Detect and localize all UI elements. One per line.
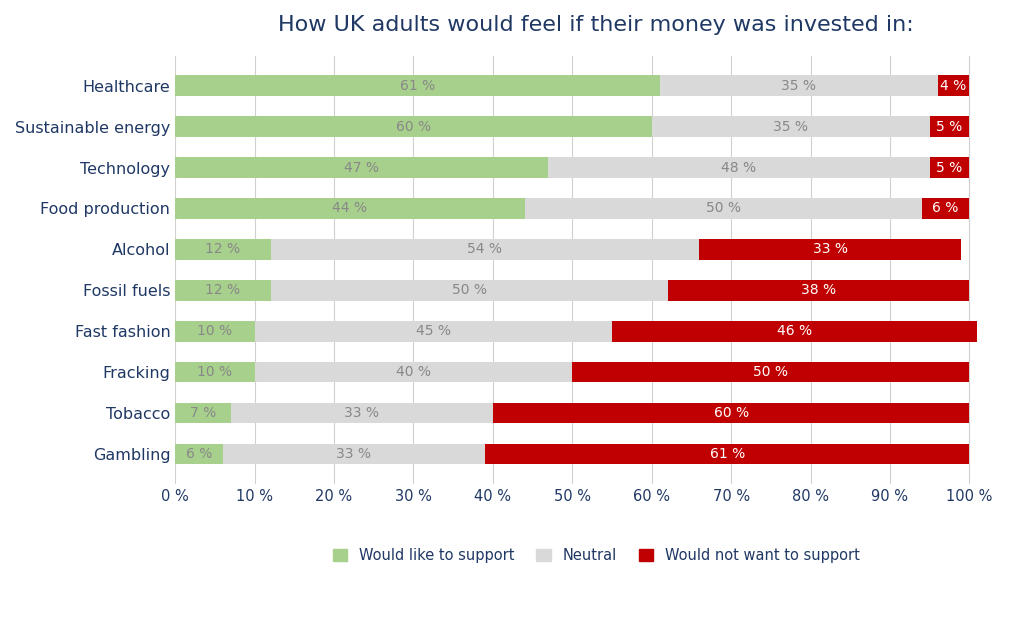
- Bar: [270, 239, 700, 259]
- Bar: [922, 198, 969, 219]
- Text: 12 %: 12 %: [205, 284, 240, 298]
- Bar: [175, 403, 231, 424]
- Text: 50 %: 50 %: [452, 284, 486, 298]
- Bar: [175, 444, 223, 464]
- Bar: [548, 157, 930, 178]
- Text: 60 %: 60 %: [713, 406, 748, 420]
- Text: 40 %: 40 %: [396, 365, 431, 379]
- Bar: [668, 280, 969, 301]
- Bar: [270, 280, 668, 301]
- Text: 38 %: 38 %: [801, 284, 836, 298]
- Bar: [175, 321, 255, 342]
- Text: 5 %: 5 %: [936, 160, 963, 174]
- Text: 5 %: 5 %: [936, 120, 963, 134]
- Bar: [175, 157, 548, 178]
- Text: 33 %: 33 %: [336, 447, 372, 461]
- Bar: [231, 403, 493, 424]
- Bar: [175, 116, 651, 137]
- Text: 4 %: 4 %: [940, 79, 967, 93]
- Text: 50 %: 50 %: [753, 365, 788, 379]
- Text: 33 %: 33 %: [345, 406, 380, 420]
- Bar: [524, 198, 922, 219]
- Bar: [659, 76, 938, 96]
- Text: 10 %: 10 %: [197, 365, 232, 379]
- Text: 50 %: 50 %: [706, 202, 741, 216]
- Bar: [938, 76, 969, 96]
- Text: 47 %: 47 %: [345, 160, 380, 174]
- Bar: [651, 116, 930, 137]
- Text: 10 %: 10 %: [197, 324, 232, 338]
- Bar: [175, 280, 270, 301]
- Bar: [930, 157, 969, 178]
- Text: 46 %: 46 %: [777, 324, 812, 338]
- Text: 45 %: 45 %: [416, 324, 451, 338]
- Bar: [175, 198, 524, 219]
- Text: 7 %: 7 %: [190, 406, 216, 420]
- Bar: [223, 444, 485, 464]
- Text: 35 %: 35 %: [773, 120, 808, 134]
- Title: How UK adults would feel if their money was invested in:: How UK adults would feel if their money …: [279, 15, 914, 35]
- Bar: [255, 362, 573, 382]
- Text: 12 %: 12 %: [205, 242, 240, 256]
- Bar: [700, 239, 962, 259]
- Text: 60 %: 60 %: [396, 120, 431, 134]
- Text: 44 %: 44 %: [332, 202, 367, 216]
- Bar: [175, 362, 255, 382]
- Bar: [175, 239, 270, 259]
- Text: 61 %: 61 %: [399, 79, 436, 93]
- Bar: [493, 403, 969, 424]
- Text: 6 %: 6 %: [932, 202, 959, 216]
- Text: 33 %: 33 %: [813, 242, 848, 256]
- Text: 48 %: 48 %: [721, 160, 756, 174]
- Legend: Would like to support, Neutral, Would not want to support: Would like to support, Neutral, Would no…: [327, 543, 866, 569]
- Bar: [255, 321, 612, 342]
- Bar: [485, 444, 969, 464]
- Text: 6 %: 6 %: [186, 447, 213, 461]
- Bar: [573, 362, 969, 382]
- Bar: [175, 76, 659, 96]
- Bar: [930, 116, 969, 137]
- Text: 35 %: 35 %: [781, 79, 816, 93]
- Text: 61 %: 61 %: [710, 447, 745, 461]
- Bar: [612, 321, 977, 342]
- Text: 54 %: 54 %: [467, 242, 503, 256]
